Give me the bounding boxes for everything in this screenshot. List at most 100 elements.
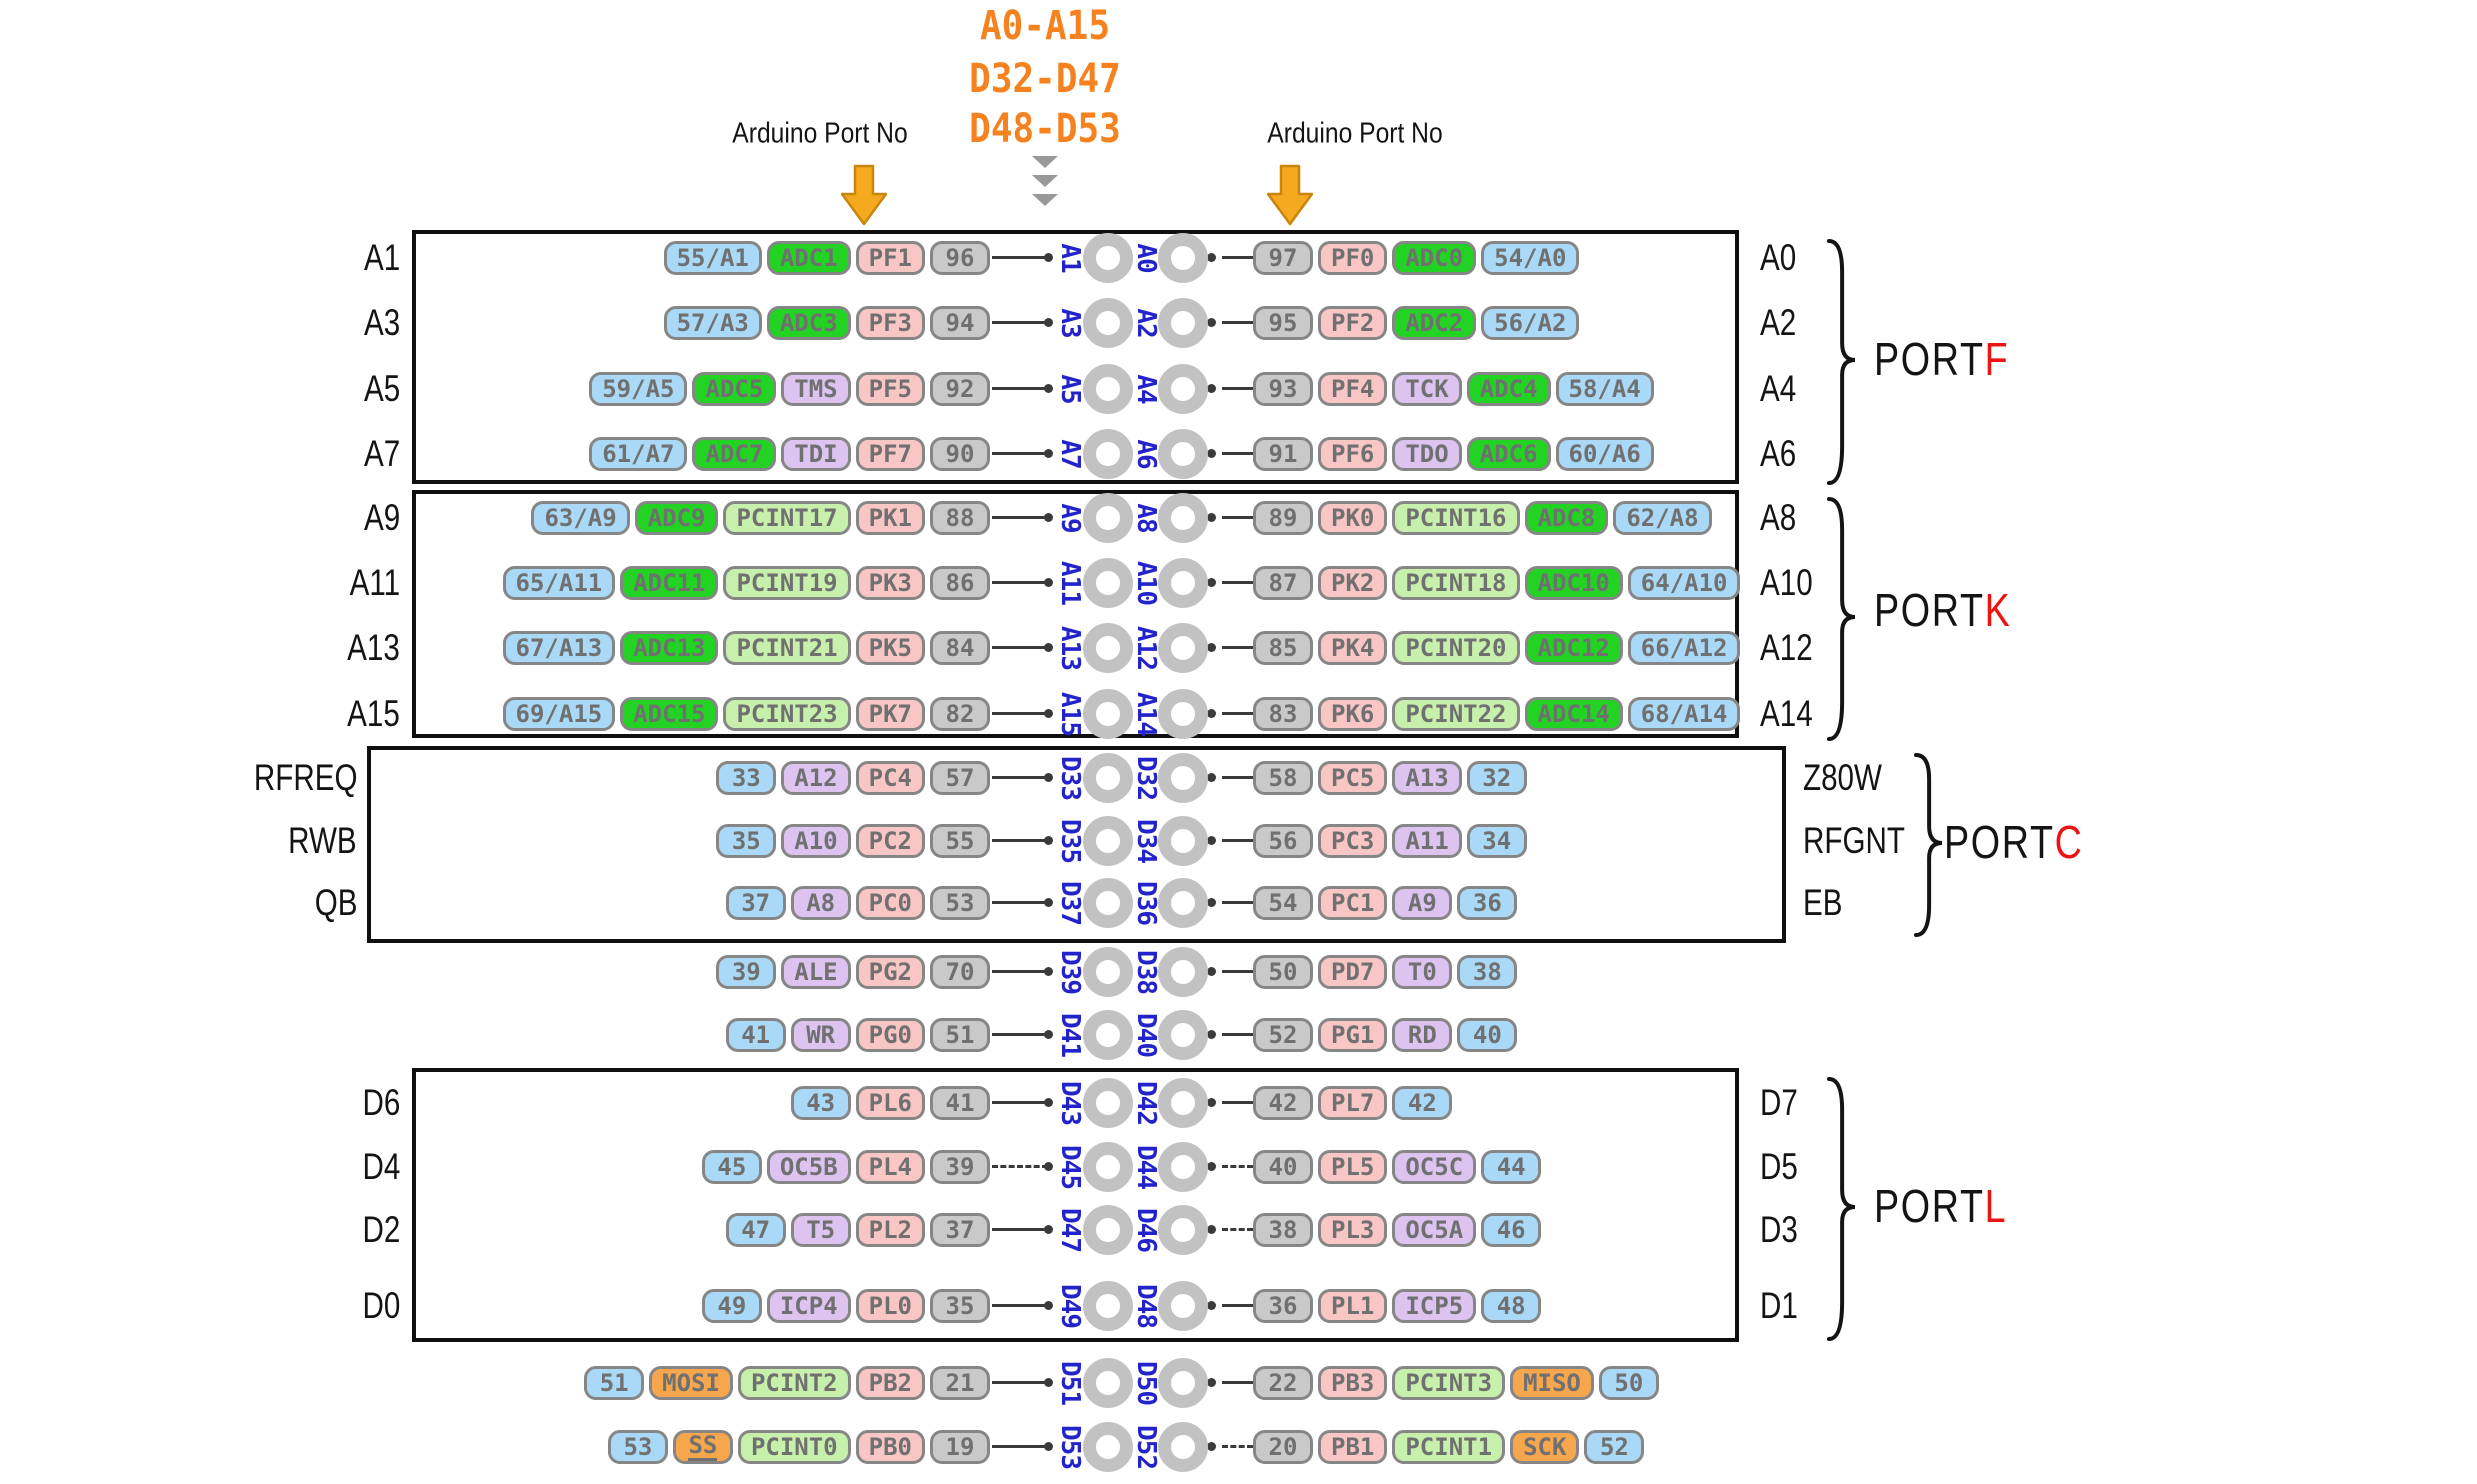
pin-pill: PL5 bbox=[1318, 1150, 1388, 1184]
pin-row-right: 95 PF2 ADC2 56/A2 bbox=[1253, 306, 1580, 340]
brace-icon bbox=[1827, 497, 1856, 741]
pin-tag-left: D39 bbox=[1055, 950, 1085, 994]
pin-hole-icon bbox=[1083, 1078, 1133, 1128]
row-label-right: A6 bbox=[1760, 433, 1797, 474]
pin-pill: PC0 bbox=[855, 886, 925, 920]
port-label: PORTC bbox=[1944, 815, 2084, 869]
wire-right bbox=[1222, 646, 1253, 649]
pin-pill: 83 bbox=[1253, 697, 1313, 731]
pin-pill: PF5 bbox=[855, 372, 925, 406]
pin-pill: PK5 bbox=[855, 631, 925, 665]
pin-tag-right: D40 bbox=[1131, 1013, 1161, 1057]
pin-pill: ADC2 bbox=[1392, 306, 1477, 340]
pin-pill: ALE bbox=[781, 955, 851, 989]
pin-pill: 55/A1 bbox=[663, 241, 762, 275]
pin-pill: 36 bbox=[1457, 886, 1518, 920]
pin-hole-icon bbox=[1083, 1422, 1133, 1472]
pin-tag-right: D36 bbox=[1131, 881, 1161, 925]
pin-pill: 37 bbox=[725, 886, 786, 920]
wire-left bbox=[992, 839, 1048, 842]
pin-row-right: 85 PK4 PCINT20 ADC12 66/A12 bbox=[1253, 631, 1741, 665]
pin-hole-icon bbox=[1158, 364, 1208, 414]
pin-pill: 35 bbox=[930, 1289, 990, 1323]
pin-hole-icon bbox=[1158, 1078, 1208, 1128]
port-letter: K bbox=[1984, 584, 2012, 636]
pin-hole-icon bbox=[1158, 493, 1208, 543]
pin-pill: 40 bbox=[1253, 1150, 1313, 1184]
pin-pill: MISO bbox=[1510, 1366, 1594, 1400]
pin-pill: 95 bbox=[1253, 306, 1313, 340]
active-low-underline: SS bbox=[688, 1431, 718, 1461]
pin-pill: 64/A10 bbox=[1627, 566, 1741, 600]
pin-row-left: 51 MOSI PCINT2 PB2 21 bbox=[584, 1366, 990, 1400]
pin-row-left: 67/A13 ADC13 PCINT21 PK5 84 bbox=[502, 631, 990, 665]
pin-pill: 19 bbox=[930, 1430, 990, 1464]
pin-pill: 62/A8 bbox=[1613, 501, 1712, 535]
pin-pill: ADC13 bbox=[620, 631, 719, 665]
wire-dot bbox=[1044, 513, 1053, 522]
pin-tag-right: A2 bbox=[1131, 308, 1161, 338]
pin-pill: 70 bbox=[930, 955, 990, 989]
pin-pill: PCINT23 bbox=[723, 697, 851, 731]
wire-left bbox=[992, 901, 1048, 904]
pin-row-left: 57/A3 ADC3 PF3 94 bbox=[663, 306, 990, 340]
pin-pill: PCINT0 bbox=[737, 1430, 851, 1464]
pin-pill: PF7 bbox=[855, 437, 925, 471]
pin-hole-icon bbox=[1083, 1358, 1133, 1408]
pin-pill: 56/A2 bbox=[1481, 306, 1580, 340]
wire-left bbox=[992, 452, 1048, 455]
row-label-right: D5 bbox=[1760, 1146, 1798, 1187]
pin-row-left: 63/A9 ADC9 PCINT17 PK1 88 bbox=[531, 501, 990, 535]
row-label-right: A8 bbox=[1760, 497, 1797, 538]
pin-pill: 69/A15 bbox=[502, 697, 616, 731]
pin-pill: 32 bbox=[1466, 761, 1527, 795]
pin-row-right: 36 PL1 ICP5 48 bbox=[1253, 1289, 1542, 1323]
pin-pill: ADC0 bbox=[1392, 241, 1477, 275]
pin-tag-left: A9 bbox=[1055, 503, 1085, 533]
pin-hole-icon bbox=[1158, 1142, 1208, 1192]
port-letter: F bbox=[1984, 333, 2010, 385]
wire-dot bbox=[1207, 318, 1216, 327]
pin-pill: PL7 bbox=[1318, 1086, 1388, 1120]
wire-dot bbox=[1044, 1378, 1053, 1387]
pin-tag-right: A8 bbox=[1131, 503, 1161, 533]
port-label: PORTF bbox=[1874, 332, 2009, 386]
wire-dot bbox=[1044, 1442, 1053, 1451]
wire-right bbox=[1222, 387, 1253, 390]
port-label: PORTK bbox=[1874, 583, 2011, 637]
pin-pill: 65/A11 bbox=[502, 566, 616, 600]
wire-left bbox=[992, 970, 1048, 973]
pin-pill: 63/A9 bbox=[531, 501, 630, 535]
wire-dot bbox=[1207, 513, 1216, 522]
wire-dot bbox=[1207, 1030, 1216, 1039]
pin-pill: PF0 bbox=[1318, 241, 1388, 275]
pin-tag-right: A4 bbox=[1131, 374, 1161, 404]
pin-pill: 40 bbox=[1457, 1018, 1518, 1052]
pin-pill: 48 bbox=[1481, 1289, 1542, 1323]
pin-pill: PK7 bbox=[855, 697, 925, 731]
pin-pill: ADC6 bbox=[1466, 437, 1551, 471]
pin-pill: PL1 bbox=[1318, 1289, 1388, 1323]
pin-pill: PF1 bbox=[855, 241, 925, 275]
brace-icon bbox=[1827, 239, 1856, 485]
pin-hole-icon bbox=[1158, 558, 1208, 608]
pin-pill: 51 bbox=[930, 1018, 990, 1052]
pin-hole-icon bbox=[1083, 623, 1133, 673]
pin-pill: 82 bbox=[930, 697, 990, 731]
pin-hole-icon bbox=[1083, 429, 1133, 479]
pin-hole-icon bbox=[1083, 1205, 1133, 1255]
pin-tag-right: A10 bbox=[1131, 561, 1161, 605]
pin-tag-left: A5 bbox=[1055, 374, 1085, 404]
pin-pill: 87 bbox=[1253, 566, 1313, 600]
wire-dot bbox=[1044, 709, 1053, 718]
wire-dot bbox=[1044, 1162, 1053, 1171]
pin-pill: 59/A5 bbox=[589, 372, 688, 406]
wire-right bbox=[1222, 901, 1253, 904]
pin-pill: 35 bbox=[716, 824, 777, 858]
row-label-right: EB bbox=[1803, 882, 1843, 923]
pin-pill: A9 bbox=[1392, 886, 1453, 920]
pin-tag-right: D46 bbox=[1131, 1208, 1161, 1252]
pin-pill: 54 bbox=[1253, 886, 1313, 920]
pin-row-right: 83 PK6 PCINT22 ADC14 68/A14 bbox=[1253, 697, 1741, 731]
pin-pill: 34 bbox=[1466, 824, 1527, 858]
